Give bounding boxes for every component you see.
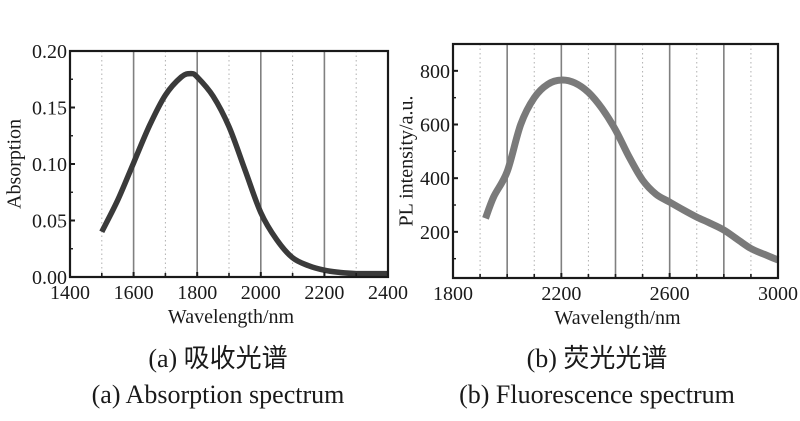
x-axis-title: Wavelength/nm — [554, 307, 681, 329]
x-tick-label: 1800 — [433, 283, 473, 305]
fluorescence-series-line — [482, 76, 780, 264]
absorption-series-line — [99, 70, 389, 277]
x-axis-title: Wavelength/nm — [168, 306, 295, 328]
x-tick-label: 2200 — [541, 283, 581, 305]
y-tick-label: 800 — [420, 61, 450, 83]
y-tick-label: 400 — [420, 168, 450, 190]
caption-b-chinese: (b) 荧光光谱 — [526, 344, 668, 373]
y-axis-title: PL intensity/a.u. — [396, 96, 418, 227]
absorption-chart: 1400 1600 1800 2000 2200 2400 0.00 0.05 0.10 0.15… — [4, 41, 408, 328]
caption-a-english: (a) Absorption spectrum — [91, 380, 345, 409]
caption-a-chinese: (a) 吸收光谱 — [148, 344, 288, 373]
y-tick-label: 0.20 — [32, 41, 67, 63]
fluorescence-chart: 1800 2200 2600 3000 200 400 600 800 Wavelength/n… — [396, 42, 798, 329]
caption-b-english: (b) Fluorescence spectrum — [459, 380, 735, 409]
x-tick-label: 3000 — [758, 283, 798, 305]
y-tick-label: 0.15 — [32, 98, 67, 120]
x-tick-label: 2000 — [241, 282, 281, 304]
y-tick-label: 0.05 — [32, 211, 67, 233]
x-tick-label: 2600 — [650, 283, 690, 305]
x-tick-label: 1800 — [177, 282, 217, 304]
y-tick-label: 600 — [420, 115, 450, 137]
x-tick-label: 2200 — [304, 282, 344, 304]
y-tick-label: 200 — [420, 222, 450, 244]
x-tick-label: 2400 — [368, 282, 408, 304]
x-tick-label: 1400 — [50, 282, 90, 304]
x-tick-label: 1600 — [114, 282, 154, 304]
y-tick-label: 0.10 — [32, 154, 67, 176]
y-axis-title: Absorption — [4, 119, 26, 209]
y-tick-label: 0.00 — [32, 267, 67, 289]
